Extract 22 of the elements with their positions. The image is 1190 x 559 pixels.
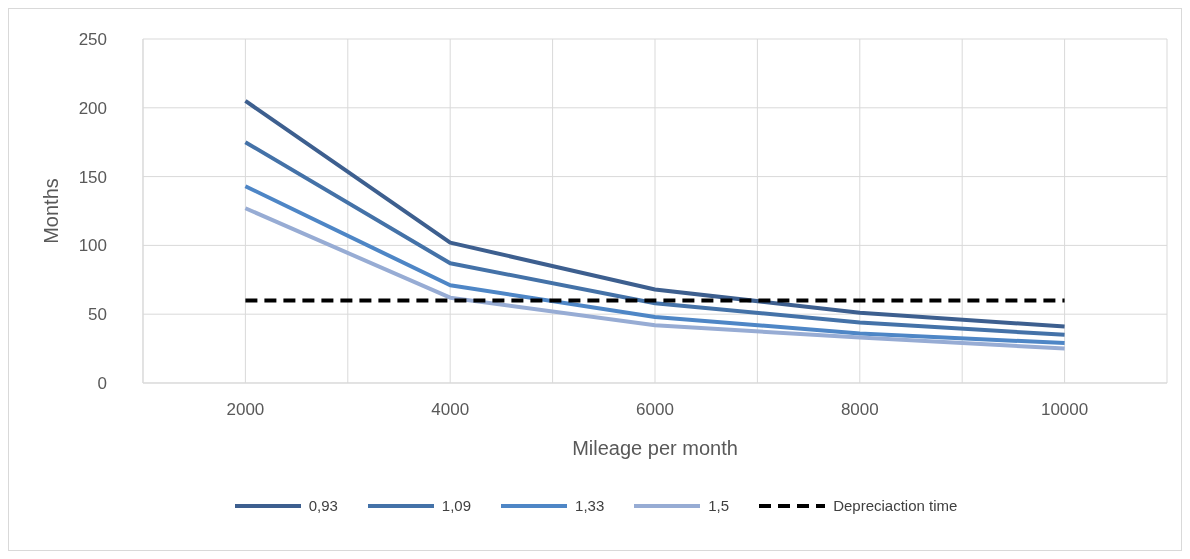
- x-axis-title: Mileage per month: [572, 437, 738, 459]
- legend-label: 1,09: [441, 497, 472, 514]
- y-tick-label: 0: [97, 374, 107, 394]
- x-tick-label: 4000: [431, 400, 470, 420]
- y-tick-label: 250: [78, 30, 107, 50]
- legend-label: 1,5: [708, 497, 730, 514]
- x-tick-label: 8000: [840, 400, 879, 420]
- line-series: [243, 140, 1067, 337]
- y-axis-title: Months: [40, 178, 63, 244]
- line-series: [243, 184, 1067, 346]
- line-series: [243, 206, 1067, 351]
- x-tick-label: 10000: [1040, 400, 1089, 420]
- y-tick-label: 50: [88, 305, 107, 325]
- y-tick-label: 200: [78, 98, 107, 118]
- y-tick-label: 100: [78, 236, 107, 256]
- legend-label: 0,93: [308, 497, 338, 514]
- y-tick-label: 150: [78, 167, 107, 187]
- legend-label: 1,33: [575, 497, 605, 514]
- x-tick-label: 6000: [636, 400, 674, 420]
- legend-label: Depreciaction time: [833, 497, 958, 514]
- line-series: [243, 98, 1067, 329]
- x-tick-label: 2000: [226, 400, 265, 420]
